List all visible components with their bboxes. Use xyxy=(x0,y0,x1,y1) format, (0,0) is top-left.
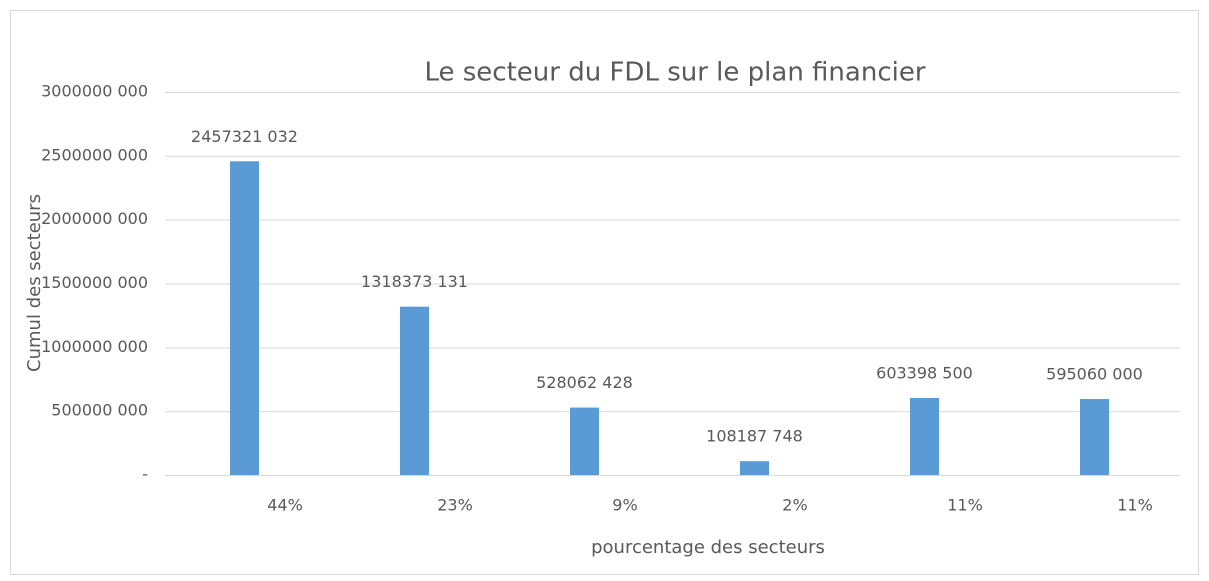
data-label: 603398 500 xyxy=(876,363,973,382)
bar xyxy=(400,306,429,475)
y-axis-label: Cumul des secteurs xyxy=(24,194,45,372)
bar xyxy=(1080,399,1109,475)
x-tick-label: 11% xyxy=(947,496,983,515)
bar xyxy=(230,161,259,475)
y-tick-label: 3000000 000 xyxy=(41,82,148,101)
chart-border xyxy=(10,10,1199,575)
x-axis-label: pourcentage des secteurs xyxy=(591,537,825,558)
bar xyxy=(910,397,939,475)
bar xyxy=(570,407,599,475)
chart-title: Le secteur du FDL sur le plan financier xyxy=(424,58,925,88)
y-tick-label: 500000 000 xyxy=(51,401,148,420)
x-tick-label: 9% xyxy=(612,496,637,515)
x-tick-label: 11% xyxy=(1117,496,1153,515)
x-tick-label: 44% xyxy=(267,496,303,515)
y-tick-label: - xyxy=(142,465,148,484)
x-tick-label: 23% xyxy=(437,496,473,515)
data-label: 528062 428 xyxy=(536,373,633,392)
data-label: 1318373 131 xyxy=(361,272,468,291)
y-tick-label: 1500000 000 xyxy=(41,273,148,292)
y-tick-label: 2000000 000 xyxy=(41,209,148,228)
x-tick-label: 2% xyxy=(782,496,807,515)
y-tick-label: 2500000 000 xyxy=(41,145,148,164)
data-label: 108187 748 xyxy=(706,427,803,446)
data-label: 595060 000 xyxy=(1046,365,1143,384)
data-label: 2457321 032 xyxy=(191,127,298,146)
bar xyxy=(740,461,769,475)
y-tick-label: 1000000 000 xyxy=(41,337,148,356)
